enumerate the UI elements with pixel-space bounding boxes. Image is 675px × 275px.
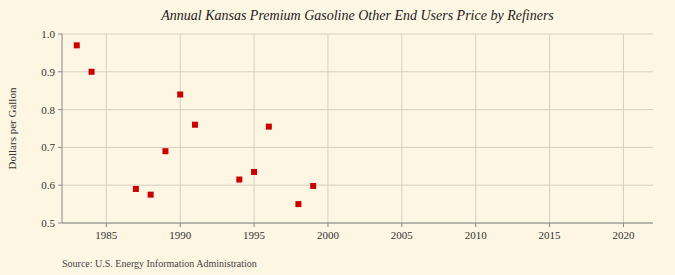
point xyxy=(74,42,80,48)
point xyxy=(133,186,139,192)
point xyxy=(236,177,242,183)
grid-line xyxy=(327,34,328,223)
grid-line xyxy=(62,223,653,224)
x-tick-label: 2020 xyxy=(612,229,635,241)
point xyxy=(295,201,301,207)
x-tick xyxy=(180,223,181,227)
point xyxy=(148,192,154,198)
grid-line xyxy=(62,147,653,148)
point xyxy=(192,122,198,128)
x-tick-label: 2000 xyxy=(317,229,340,241)
grid-line xyxy=(475,34,476,223)
x-tick xyxy=(106,223,107,227)
grid-line xyxy=(623,34,624,223)
x-tick-label: 1990 xyxy=(169,229,192,241)
x-tick xyxy=(623,223,624,227)
x-tick xyxy=(475,223,476,227)
y-tick-label: 0.9 xyxy=(41,66,55,78)
grid-line xyxy=(62,185,653,186)
y-tick-label: 0.6 xyxy=(41,179,55,191)
point xyxy=(177,91,183,97)
y-axis xyxy=(62,34,63,223)
x-tick xyxy=(549,223,550,227)
point xyxy=(251,169,257,175)
x-axis xyxy=(62,223,653,224)
grid-line xyxy=(401,34,402,223)
x-tick-label: 2015 xyxy=(539,229,562,241)
grid-line xyxy=(62,34,653,35)
y-tick xyxy=(58,71,62,72)
y-tick xyxy=(58,147,62,148)
point xyxy=(162,148,168,154)
y-tick-label: 0.5 xyxy=(41,217,55,229)
x-tick-label: 1985 xyxy=(95,229,118,241)
grid-line xyxy=(549,34,550,223)
points xyxy=(74,42,316,207)
source: Source: U.S. Energy Information Administ… xyxy=(62,258,257,269)
grid-line xyxy=(254,34,255,223)
grid-line xyxy=(62,109,653,110)
y-tick xyxy=(58,109,62,110)
point xyxy=(89,69,95,75)
x-tick xyxy=(327,223,328,227)
grid-line xyxy=(62,71,653,72)
x-tick xyxy=(254,223,255,227)
chart: 1985 1990 1995 2000 2005 2010 2015 2020 0.5 0.6 0.… xyxy=(0,0,675,275)
point xyxy=(266,124,272,130)
y-tick xyxy=(58,34,62,35)
grid xyxy=(62,34,653,223)
y-tick-label: 0.8 xyxy=(41,104,55,116)
x-tick-label: 1995 xyxy=(243,229,266,241)
y-tick xyxy=(58,223,62,224)
y-tick xyxy=(58,185,62,186)
grid-line xyxy=(106,34,107,223)
x-tick-label: 2005 xyxy=(391,229,414,241)
x-tick-label: 2010 xyxy=(465,229,488,241)
y-tick-label: 1.0 xyxy=(41,28,55,40)
title: Annual Kansas Premium Gasoline Other End… xyxy=(160,8,554,23)
y-tick-label: 0.7 xyxy=(41,141,55,153)
x-tick xyxy=(401,223,402,227)
grid-line xyxy=(180,34,181,223)
y-axis-label: Dollars per Gallon xyxy=(6,87,18,169)
point xyxy=(310,183,316,189)
